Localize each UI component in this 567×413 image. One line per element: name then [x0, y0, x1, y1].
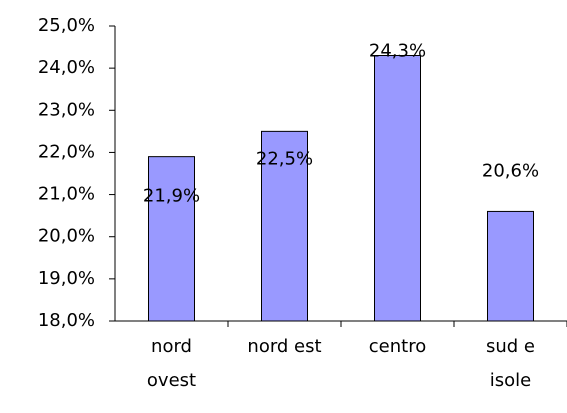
x-tick-label: sud e isole [485, 336, 535, 391]
y-tick-label: 23,0% [38, 99, 95, 120]
y-tick-label: 20,0% [38, 226, 95, 247]
bar [148, 156, 195, 322]
y-tick-label: 21,0% [38, 184, 95, 205]
y-tick-label: 18,0% [38, 310, 95, 331]
x-tick-label: centro [368, 336, 427, 357]
bar [374, 55, 421, 322]
data-label: 22,5% [256, 148, 313, 169]
data-label: 24,3% [369, 41, 426, 62]
bar [487, 210, 534, 322]
y-tick-label: 22,0% [38, 141, 95, 162]
x-tick-label: nord ovest [146, 336, 197, 391]
data-label: 20,6% [482, 160, 539, 181]
data-label: 21,9% [143, 186, 200, 207]
bar [261, 130, 308, 322]
y-tick-label: 25,0% [38, 15, 95, 36]
y-tick-label: 24,0% [38, 57, 95, 78]
y-tick-label: 19,0% [38, 268, 95, 289]
x-tick-label: nord est [247, 336, 322, 357]
